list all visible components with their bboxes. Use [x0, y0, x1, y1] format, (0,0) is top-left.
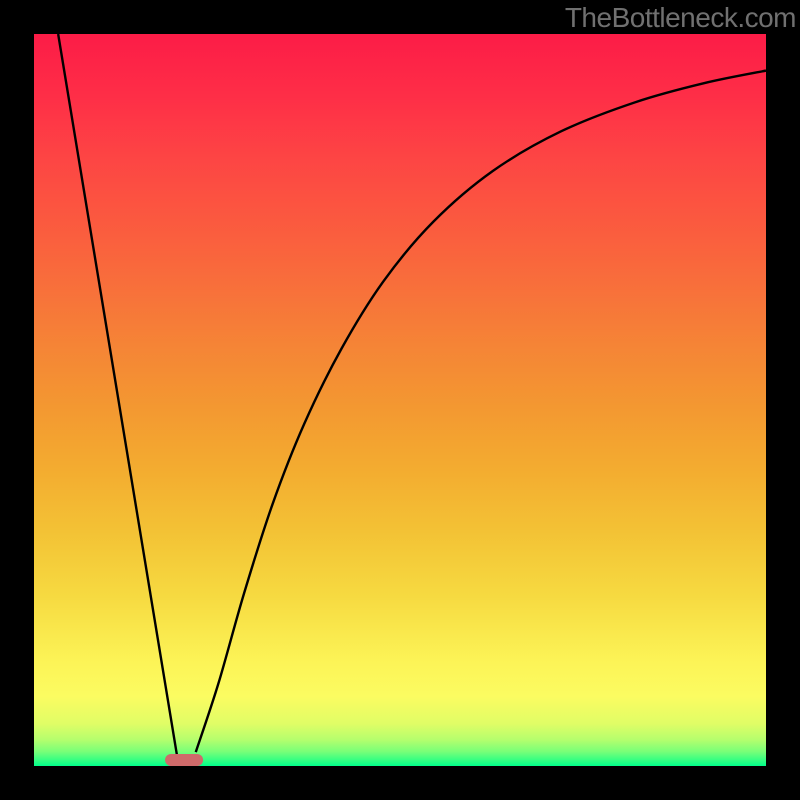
cusp-marker — [165, 754, 203, 766]
plot-area — [34, 34, 766, 766]
frame-border-bottom — [0, 766, 800, 800]
frame-border-right — [766, 0, 800, 800]
frame-border-left — [0, 0, 34, 800]
watermark-text: TheBottleneck.com — [565, 2, 796, 34]
image-container: TheBottleneck.com — [0, 0, 800, 800]
chart-background — [34, 34, 766, 766]
plot-svg — [34, 34, 766, 766]
